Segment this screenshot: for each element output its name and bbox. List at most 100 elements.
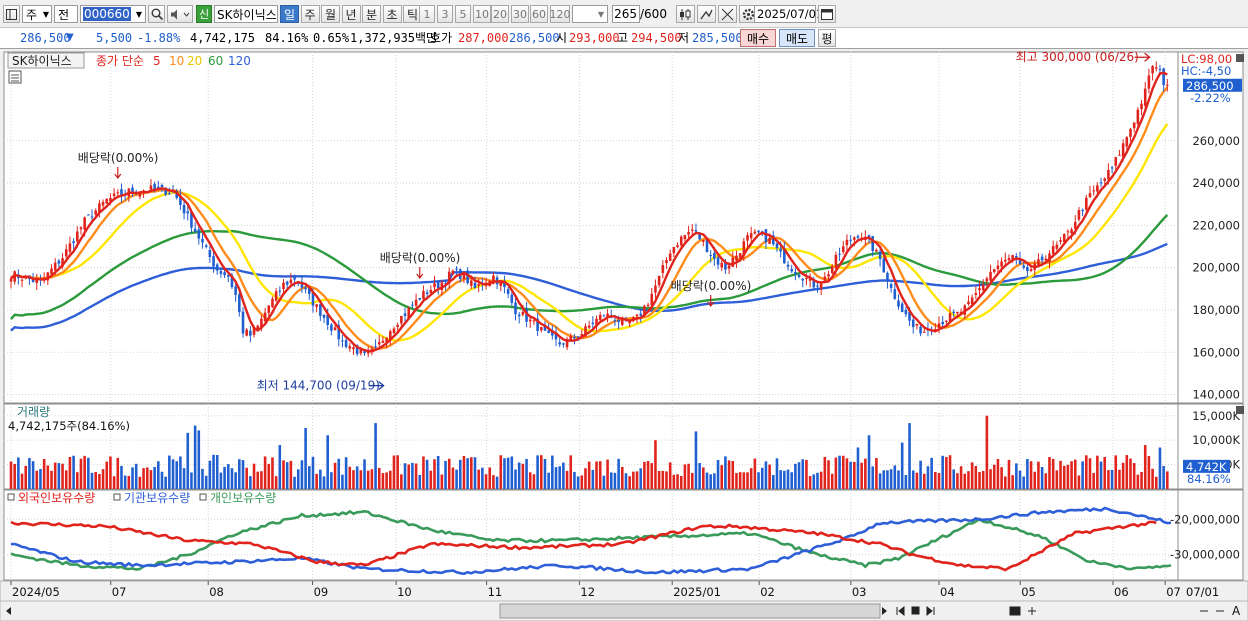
volume-bar: [720, 465, 724, 489]
interval-tab-5[interactable]: 5: [455, 5, 471, 23]
volume-bar: [934, 471, 937, 489]
candle-type-icon[interactable]: [676, 5, 695, 23]
interval-tab-60[interactable]: 60: [530, 5, 548, 23]
candle-body: [657, 275, 661, 286]
volume-bar: [926, 466, 930, 489]
candle-body: [598, 314, 602, 321]
eval-button[interactable]: 평: [818, 29, 836, 47]
period-tab-5[interactable]: 초: [382, 5, 402, 23]
volume-last-label: 4,742K: [1186, 460, 1227, 474]
next-page-icon[interactable]: [926, 605, 935, 617]
volume-bar: [179, 456, 182, 489]
candle-body: [1092, 190, 1095, 192]
ask-label: 호가: [430, 31, 453, 45]
volume-bar: [790, 472, 793, 489]
volume-bar: [42, 458, 46, 489]
period-tab-4[interactable]: 분: [362, 5, 381, 23]
volume-bar: [296, 469, 300, 489]
candle-body: [816, 285, 819, 287]
period-tab-2[interactable]: 월: [321, 5, 340, 23]
dividend-annotation: 배당락(0.00%): [380, 251, 461, 265]
candle-body: [293, 276, 296, 280]
search-icon[interactable]: [148, 5, 165, 23]
layout-icon[interactable]: [3, 5, 20, 23]
date-tick-label: 07: [112, 585, 127, 599]
candle-body: [878, 251, 882, 260]
candle-body: [749, 232, 753, 239]
code-input[interactable]: 000660 ▼: [80, 5, 146, 23]
open-price: 293,000: [569, 31, 620, 45]
holdings-legend-marker: [199, 493, 207, 501]
period-tab-1[interactable]: 주: [300, 5, 320, 23]
low-annotation: 최저 144,700 (09/19): [257, 379, 380, 393]
font-size-icon[interactable]: A: [1232, 604, 1241, 618]
interval-custom-input[interactable]: ▼: [572, 5, 608, 23]
candle-body: [606, 313, 609, 318]
volume-bar: [539, 455, 543, 489]
trade-value: 1,372,935백만: [350, 31, 438, 45]
stop-icon[interactable]: [911, 606, 920, 615]
candle-body: [193, 228, 197, 232]
speaker-icon[interactable]: [167, 5, 193, 23]
candle-body: [359, 349, 363, 354]
volume-bar: [632, 471, 635, 489]
candle-body: [565, 338, 569, 348]
period-tab-0[interactable]: 일: [280, 5, 299, 23]
candle-body: [948, 313, 952, 322]
interval-tab-30[interactable]: 30: [511, 5, 529, 23]
ma5-line: [10, 71, 1168, 353]
volume-ratio: 84.16%: [265, 31, 309, 45]
candle-body: [1011, 255, 1014, 260]
candle-body: [554, 333, 558, 340]
volume-bar: [57, 463, 61, 489]
volume-bar: [805, 459, 808, 489]
volume-bar: [1162, 465, 1165, 489]
candle-body: [179, 195, 182, 205]
candle-body: [635, 314, 639, 317]
candle-body: [355, 345, 359, 355]
volume-bar: [477, 469, 480, 489]
volume-bar: [1107, 470, 1110, 489]
zoom-in-icon[interactable]: [1028, 607, 1036, 615]
date-input[interactable]: 2025/07/01: [754, 5, 823, 23]
candle-body: [908, 311, 911, 321]
date-tick-label: 2025/01: [673, 585, 721, 599]
zoom-fit-icon[interactable]: [1009, 606, 1021, 616]
candle-body: [753, 231, 757, 234]
chart-area[interactable]: 140,000 160,000 180,000 200,000 220,000 240,0…: [0, 50, 1248, 621]
crosshair-icon[interactable]: [718, 5, 737, 23]
prev-select[interactable]: 전: [54, 5, 78, 23]
volume-bar: [481, 467, 484, 489]
candle-body: [668, 253, 672, 261]
candle-body: [643, 305, 646, 315]
volume-bar: [462, 456, 466, 489]
volume-bar: [1143, 445, 1147, 489]
sell-button[interactable]: 매도: [779, 29, 815, 47]
lc-label: LC:98,00: [1181, 52, 1232, 66]
volume-bar: [528, 472, 532, 489]
interval-tab-120[interactable]: 120: [550, 5, 571, 23]
interval-tab-3[interactable]: 3: [437, 5, 453, 23]
period-tab-3[interactable]: 년: [341, 5, 361, 23]
volume-bar: [212, 454, 215, 489]
volume-bar: [598, 461, 602, 489]
buy-button[interactable]: 매수: [740, 29, 776, 47]
count-input[interactable]: 265: [612, 5, 640, 23]
interval-tab-1[interactable]: 1: [419, 5, 435, 23]
drawing-tool-icon[interactable]: [697, 5, 716, 23]
ask-price: 287,000: [458, 31, 509, 45]
volume-bar: [576, 476, 580, 489]
calendar-icon[interactable]: [818, 5, 836, 23]
interval-tab-20[interactable]: 20: [491, 5, 509, 23]
candle-body: [344, 340, 348, 347]
volume-bar: [300, 460, 304, 489]
candle-body: [263, 312, 267, 322]
volume-bar: [812, 474, 816, 489]
volume-bar: [742, 472, 746, 489]
horizontal-scrollbar: A: [0, 600, 1248, 621]
interval-tab-10[interactable]: 10: [473, 5, 491, 23]
prev-page-icon[interactable]: [896, 605, 905, 617]
volume-bar: [941, 455, 944, 489]
period-select[interactable]: 주 ▼: [22, 5, 52, 23]
volume-bar: [646, 460, 650, 489]
